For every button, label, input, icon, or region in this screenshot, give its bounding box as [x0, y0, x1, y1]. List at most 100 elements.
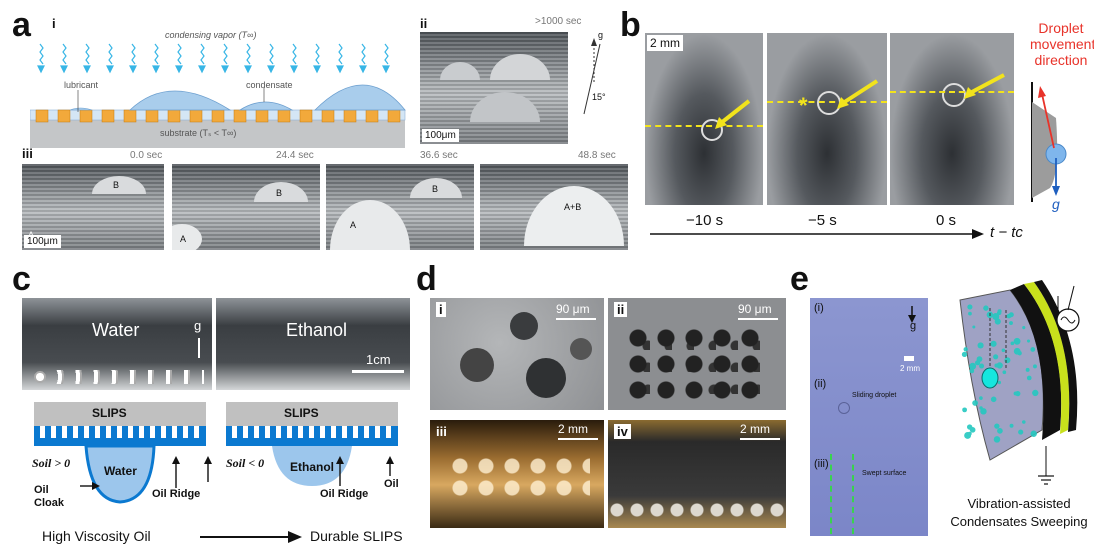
- slips-texture-post: [364, 426, 369, 438]
- e-sub-ii: (ii): [814, 378, 827, 390]
- vapor-arrow: [177, 43, 182, 65]
- condensate-dot: [1030, 430, 1037, 437]
- panel-b-frame-2: *: [767, 33, 887, 205]
- condensate-dot: [1009, 423, 1014, 428]
- durable-slips-label: Durable SLIPS: [310, 528, 403, 544]
- panel-c-slips-left: [34, 402, 206, 504]
- condensate-dot: [1010, 341, 1015, 346]
- vapor-arrow: [108, 43, 113, 65]
- condensate-dot: [983, 305, 989, 311]
- oil-label: Oil: [384, 478, 399, 490]
- condensate-dot: [1026, 375, 1032, 381]
- label-a: A: [350, 220, 357, 230]
- lubricant-pillar: [277, 109, 291, 123]
- vapor-arrow: [246, 43, 251, 65]
- star-marker: *: [799, 93, 808, 118]
- lubricant-pillar: [101, 109, 115, 123]
- panel-a-ii-photo: 100μm: [420, 32, 568, 144]
- vapor-arrow-head: [336, 65, 344, 74]
- vapor-arrow: [315, 43, 320, 65]
- condensate-dot: [979, 396, 983, 400]
- lubricant-pillar: [255, 109, 269, 123]
- slips-texture-post: [309, 426, 314, 438]
- panel-b-time-2: −5 s: [808, 212, 837, 229]
- iii-time-1: 24.4 sec: [276, 150, 314, 161]
- label-b: B: [276, 188, 283, 198]
- condensate-dot: [969, 427, 976, 433]
- condensate-dot: [967, 431, 972, 436]
- slips-texture-post: [232, 426, 237, 438]
- panel-c-slips-right: [226, 402, 398, 486]
- lubricant-pillar: [145, 109, 159, 123]
- vapor-arrow-head: [129, 65, 137, 74]
- slips-texture-post: [276, 426, 281, 438]
- panel-letter-d: d: [416, 260, 437, 298]
- vapor-arrow: [384, 43, 389, 65]
- condensate-dot: [977, 342, 984, 349]
- slips-texture-post: [331, 426, 336, 438]
- panel-d-photo-iv: iv 2 mm: [608, 420, 786, 528]
- vibration-device-diagram: [959, 280, 1080, 485]
- droplet-movement-diagram: [1031, 82, 1067, 202]
- condensate-dot: [1001, 348, 1006, 353]
- vapor-arrow: [361, 43, 366, 65]
- lubricant-pillar: [343, 109, 357, 123]
- condensate-dot: [976, 356, 983, 362]
- panel-d-photo-ii: ii 90 μm: [608, 298, 786, 410]
- slips-texture-post: [243, 426, 248, 438]
- vapor-arrow-head: [83, 65, 91, 74]
- condensate-dot: [994, 363, 999, 368]
- water-label: Water: [92, 320, 140, 340]
- panel-a-iii-frame-3: B A: [326, 164, 474, 250]
- c-left-arrows: [80, 456, 212, 490]
- condensate-dot: [997, 380, 1002, 385]
- vapor-arrow-head: [244, 65, 252, 74]
- condensate-dot: [963, 347, 968, 352]
- d-scale-iii: 2 mm: [558, 422, 588, 436]
- iii-time-3: 48.8 sec: [578, 150, 616, 161]
- water-drop-label: Water: [104, 464, 137, 478]
- vapor-arrow: [269, 43, 274, 65]
- condensate-dot: [993, 354, 999, 360]
- slips-right-label: SLIPS: [284, 406, 319, 420]
- vapor-arrow-head: [106, 65, 114, 74]
- slips-texture-post: [128, 426, 133, 438]
- vapor-arrow-head: [267, 65, 275, 74]
- lubricant-pillar: [387, 109, 401, 123]
- slips-texture-post: [150, 426, 155, 438]
- vapor-arrow: [292, 43, 297, 65]
- lubricant-pillar: [57, 109, 71, 123]
- c-scale-label: 1cm: [366, 352, 391, 367]
- e-caption-line1: Vibration-assisted: [967, 496, 1071, 511]
- slips-texture-post: [161, 426, 166, 438]
- condensate-dot: [972, 400, 979, 406]
- slips-texture-post: [95, 426, 100, 438]
- gravity-tilt-icon: [583, 38, 601, 115]
- panel-a-ii-time: >1000 sec: [535, 16, 582, 27]
- condensate-dot: [996, 362, 1003, 369]
- panel-b-g-label: g: [1052, 196, 1060, 212]
- condensate-dot: [992, 313, 1000, 321]
- slips-left-label: SLIPS: [92, 406, 127, 420]
- d-sub-iv: iv: [614, 424, 631, 439]
- panel-b-frame-1: 2 mm: [645, 33, 763, 205]
- label-b: B: [113, 180, 120, 190]
- iii-time-2: 36.6 sec: [420, 150, 458, 161]
- condensate-dot: [1002, 370, 1007, 375]
- panel-b-time-3: 0 s: [936, 212, 957, 229]
- slips-texture-post: [117, 426, 122, 438]
- condensate-dot: [968, 311, 972, 316]
- vapor-arrow-head: [359, 65, 367, 74]
- label-ab: A+B: [564, 202, 582, 212]
- condensate-dot: [1006, 313, 1012, 319]
- vapor-arrow: [223, 43, 228, 65]
- vapor-label: condensing vapor (T∞): [165, 30, 257, 40]
- vapor-arrow: [131, 43, 136, 65]
- slips-texture-post: [353, 426, 358, 438]
- vapor-arrow-head: [175, 65, 183, 74]
- soil-left-label: Soil > 0: [32, 456, 71, 470]
- ethanol-drop-label: Ethanol: [290, 460, 334, 474]
- panel-b-frame-3: [890, 33, 1014, 205]
- lubricant-pillar: [189, 109, 203, 123]
- condensate-dot: [993, 436, 1001, 443]
